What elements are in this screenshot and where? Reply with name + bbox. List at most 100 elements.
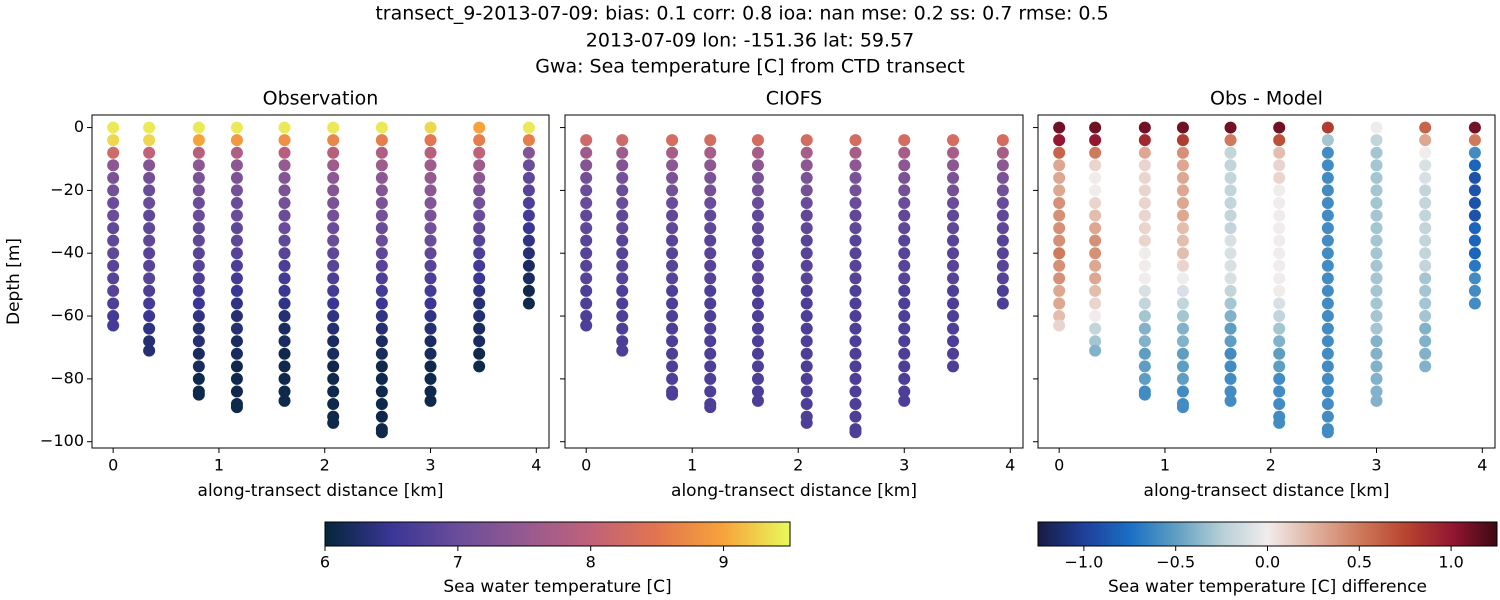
data-point (1370, 322, 1383, 335)
data-point (616, 171, 629, 184)
data-point (1321, 385, 1334, 398)
data-point (192, 297, 205, 310)
data-point (1419, 159, 1432, 172)
data-point (1419, 335, 1432, 348)
data-point (947, 196, 960, 209)
data-point (143, 134, 156, 147)
data-point (580, 146, 593, 159)
data-point (327, 247, 340, 260)
data-point (375, 134, 388, 147)
data-point (580, 184, 593, 197)
y-tick-label: −100 (40, 431, 84, 450)
data-point (375, 159, 388, 172)
data-point (1468, 121, 1481, 134)
data-point (800, 171, 813, 184)
data-point (375, 410, 388, 423)
data-point (143, 159, 156, 172)
data-point (800, 385, 813, 398)
data-point (278, 385, 291, 398)
data-point (1321, 259, 1334, 272)
data-point (1089, 171, 1102, 184)
data-point (751, 272, 764, 285)
data-point (947, 234, 960, 247)
data-point (192, 146, 205, 159)
plot-area (107, 121, 535, 439)
data-point (1273, 297, 1286, 310)
data-point (327, 372, 340, 385)
x-axis-label: along-transect distance [km] (671, 481, 917, 501)
colorbar-label: Sea water temperature [C] difference (1108, 577, 1427, 597)
data-point (1321, 360, 1334, 373)
data-point (616, 335, 629, 348)
data-point (230, 259, 243, 272)
data-point (473, 222, 486, 235)
data-point (751, 360, 764, 373)
data-point (1138, 234, 1151, 247)
data-point (1273, 159, 1286, 172)
data-point (849, 146, 862, 159)
data-point (192, 121, 205, 134)
data-point (947, 272, 960, 285)
data-point (1053, 209, 1066, 222)
data-point (143, 344, 156, 357)
data-point (424, 372, 437, 385)
data-point (1321, 322, 1334, 335)
data-point (996, 284, 1009, 297)
data-point (1089, 297, 1102, 310)
data-point (580, 171, 593, 184)
data-point (1138, 247, 1151, 260)
data-point (424, 360, 437, 373)
data-point (1089, 310, 1102, 323)
data-point (1138, 171, 1151, 184)
data-point (947, 259, 960, 272)
data-point (1321, 398, 1334, 411)
data-point (1138, 222, 1151, 235)
y-axis-label: Depth [m] (4, 238, 24, 325)
data-point (230, 171, 243, 184)
data-point (1419, 247, 1432, 260)
x-tick-label: 1 (687, 456, 697, 475)
y-tick-label: 0 (74, 117, 84, 136)
data-point (1176, 297, 1189, 310)
data-point (1370, 310, 1383, 323)
data-point (1321, 171, 1334, 184)
data-point (230, 184, 243, 197)
data-point (1224, 196, 1237, 209)
data-point (143, 146, 156, 159)
data-point (580, 259, 593, 272)
data-point (751, 171, 764, 184)
data-point (230, 401, 243, 414)
data-point (616, 234, 629, 247)
data-point (800, 335, 813, 348)
data-point (800, 196, 813, 209)
data-point (1089, 247, 1102, 260)
data-point (230, 272, 243, 285)
data-point (1053, 159, 1066, 172)
data-point (1468, 209, 1481, 222)
data-point (327, 398, 340, 411)
data-point (1224, 394, 1237, 407)
data-point (278, 322, 291, 335)
data-point (704, 385, 717, 398)
data-point (230, 372, 243, 385)
data-point (1138, 134, 1151, 147)
data-point (1321, 272, 1334, 285)
data-point (1321, 247, 1334, 260)
data-point (424, 394, 437, 407)
data-point (1224, 259, 1237, 272)
data-point (278, 259, 291, 272)
data-point (192, 372, 205, 385)
data-point (751, 372, 764, 385)
data-point (751, 322, 764, 335)
data-point (898, 146, 911, 159)
data-point (1138, 146, 1151, 159)
data-point (1419, 184, 1432, 197)
data-point (1053, 222, 1066, 235)
data-point (1089, 344, 1102, 357)
data-point (898, 259, 911, 272)
data-point (996, 259, 1009, 272)
data-point (996, 247, 1009, 260)
data-point (1273, 134, 1286, 147)
data-point (1419, 146, 1432, 159)
data-point (230, 284, 243, 297)
